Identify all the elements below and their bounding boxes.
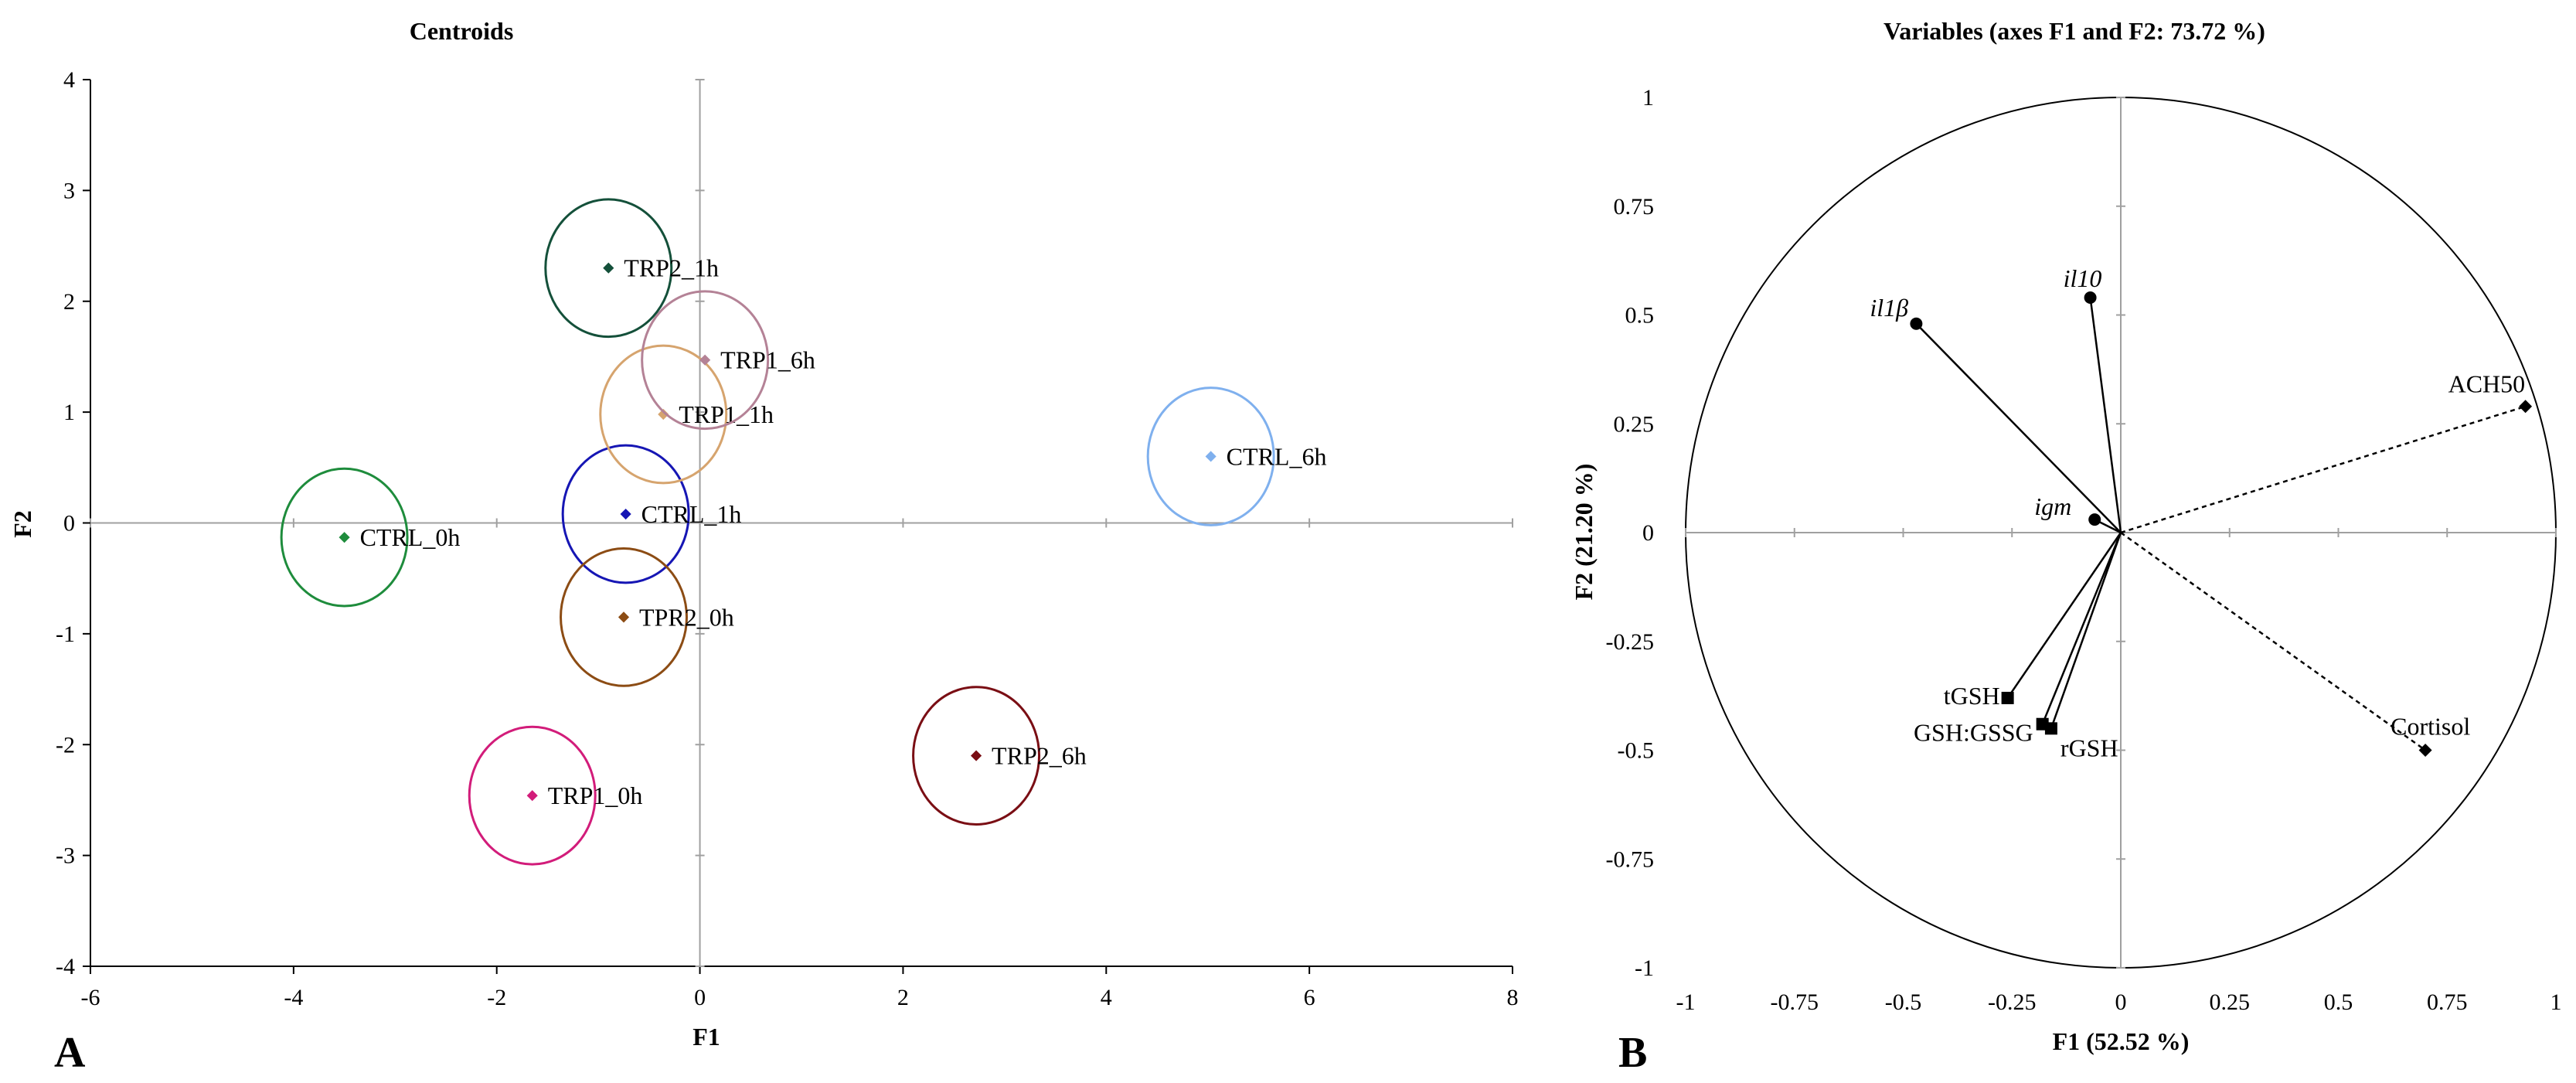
loading-marker xyxy=(2084,291,2097,304)
panel-b-x-tick-label: 0 xyxy=(2115,989,2127,1015)
panel-b-y-tick-label: -1 xyxy=(1635,955,1654,981)
panel-b-y-tick-label: 0.5 xyxy=(1625,303,1655,329)
panel-a-y-tick-label: 0 xyxy=(63,511,75,536)
panel-a-y-tick-label: 2 xyxy=(63,289,75,315)
loading-marker xyxy=(2001,691,2014,704)
centroid-marker xyxy=(699,354,711,366)
loading-marker xyxy=(2418,744,2432,757)
panel-a-x-tick-label: 4 xyxy=(1101,985,1112,1010)
loading-label: Cortisol xyxy=(2391,713,2470,741)
panel-b-variables: Variables (axes F1 and F2: 73.72 %) F2 (… xyxy=(1570,17,2562,1077)
loading-marker xyxy=(1910,317,1923,330)
panel-b-x-tick-label: 0.75 xyxy=(2427,989,2468,1015)
panel-a-label: A xyxy=(54,1029,86,1077)
panel-a-data: CTRL_0hCTRL_1hCTRL_6hTRP1_0hTRP1_1hTRP1_… xyxy=(280,198,1327,866)
panel-b-x-tick-label: 1 xyxy=(2550,989,2562,1015)
loading-label: igm xyxy=(2034,492,2071,520)
panel-b-ylabel: F2 (21.20 %) xyxy=(1570,464,1598,601)
panel-b-y-tick-label: 1 xyxy=(1642,85,1654,111)
loading-label: ACH50 xyxy=(2448,370,2526,398)
loading-marker xyxy=(2519,400,2533,414)
panel-b-y-tick-label: 0.75 xyxy=(1614,194,1655,220)
centroid-marker xyxy=(603,262,614,274)
panel-a-centroids: Centroids F2 F1 A -6 -4 -2 0 2 4 6 8-4-3-2-1012… xyxy=(9,17,1519,1077)
centroid-label: CTRL_0h xyxy=(360,523,461,551)
loading-vector xyxy=(2120,405,2526,534)
loading-vector xyxy=(2120,531,2426,751)
panel-b-title: Variables (axes F1 and F2: 73.72 %) xyxy=(1884,17,2265,45)
centroid-marker xyxy=(526,790,538,802)
panel-b-xlabel: F1 (52.52 %) xyxy=(2053,1027,2190,1055)
centroid-label: CTRL_1h xyxy=(641,500,742,528)
panel-a-x-tick-label: -4 xyxy=(284,985,303,1010)
centroid-marker xyxy=(1205,451,1217,462)
centroid-label: TRP1_6h xyxy=(720,346,815,374)
centroid-label: TRP2_6h xyxy=(992,742,1087,770)
panel-b-axes: -1 -0.75 -0.5 -0.25 0 0.25 0.5 0.75 1 -1 -0.75 -0.5… xyxy=(1606,85,2562,1015)
centroid-circle xyxy=(280,467,409,608)
centroid-marker xyxy=(339,532,350,543)
panel-a-y-tick-label: -3 xyxy=(56,843,75,869)
loading-vector xyxy=(2089,297,2122,533)
panel-a-ylabel: F2 xyxy=(9,510,36,538)
centroid-circle xyxy=(468,725,597,866)
centroid-circle xyxy=(560,547,688,687)
panel-b-y-tick-label: 0.25 xyxy=(1614,411,1655,437)
panel-a-y-tick-label: -4 xyxy=(56,954,75,979)
loading-vector xyxy=(2041,532,2122,725)
panel-a-xlabel: F1 xyxy=(692,1023,720,1051)
centroid-circle xyxy=(599,344,728,485)
loading-vector xyxy=(2006,532,2122,699)
panel-b-x-tick-label: -0.75 xyxy=(1771,989,1819,1015)
panel-a-y-tick-label: 1 xyxy=(63,400,75,425)
panel-b-label: B xyxy=(1618,1029,1647,1077)
panel-a-x-tick-label: -6 xyxy=(81,985,100,1010)
panel-b-x-tick-label: -0.5 xyxy=(1885,989,1922,1015)
panel-b-x-tick-label: -1 xyxy=(1676,989,1696,1015)
centroid-circle xyxy=(544,198,673,339)
centroid-marker xyxy=(618,611,630,623)
panel-b-x-tick-label: 0.5 xyxy=(2324,989,2353,1015)
panel-a-x-tick-label: 2 xyxy=(897,985,909,1010)
panel-b-data: il1β il10 igm ACH50 Cortisol tGSH GSH:GSSG rGSH xyxy=(1870,264,2533,761)
panel-a-x-tick-label: 0 xyxy=(694,985,706,1010)
loading-marker xyxy=(2044,722,2057,735)
loading-vector xyxy=(1915,322,2122,533)
panel-a-x-tick-label: -2 xyxy=(487,985,506,1010)
centroid-label: TRP1_0h xyxy=(548,782,643,809)
centroid-label: TRP2_1h xyxy=(624,254,719,282)
centroid-label: TPR2_0h xyxy=(639,603,734,631)
panel-a-y-tick-label: 4 xyxy=(63,67,75,93)
panel-b-y-tick-label: -0.25 xyxy=(1606,629,1655,655)
loading-label: GSH:GSSG xyxy=(1914,719,2033,747)
loading-label: rGSH xyxy=(2060,734,2118,761)
centroid-circle xyxy=(641,290,770,431)
loading-label: il10 xyxy=(2064,264,2102,292)
centroid-marker xyxy=(620,508,631,520)
panel-a-x-tick-label: 8 xyxy=(1507,985,1519,1010)
panel-b-x-tick-label: 0.25 xyxy=(2210,989,2251,1015)
centroid-circle xyxy=(561,444,690,584)
centroid-marker xyxy=(658,408,669,421)
centroid-circle xyxy=(912,686,1041,826)
loading-vector xyxy=(2050,532,2122,729)
panel-b-y-tick-label: 0 xyxy=(1642,520,1654,546)
panel-b-y-tick-label: -0.5 xyxy=(1618,738,1655,764)
centroid-marker xyxy=(970,750,982,761)
loading-marker xyxy=(2088,513,2101,526)
panel-a-title: Centroids xyxy=(410,17,514,45)
panel-b-x-tick-label: -0.25 xyxy=(1988,989,2037,1015)
panel-b-y-tick-label: -0.75 xyxy=(1606,846,1655,872)
centroid-label: CTRL_6h xyxy=(1227,442,1327,470)
centroid-circle xyxy=(1146,387,1275,526)
panel-a-y-tick-label: -2 xyxy=(56,732,75,758)
panel-a-y-tick-label: 3 xyxy=(63,178,75,203)
loading-label: il1β xyxy=(1870,294,1908,322)
panel-a-y-tick-label: -1 xyxy=(56,622,75,647)
loading-label: tGSH xyxy=(1944,682,2000,710)
panel-a-x-tick-label: 6 xyxy=(1304,985,1315,1010)
